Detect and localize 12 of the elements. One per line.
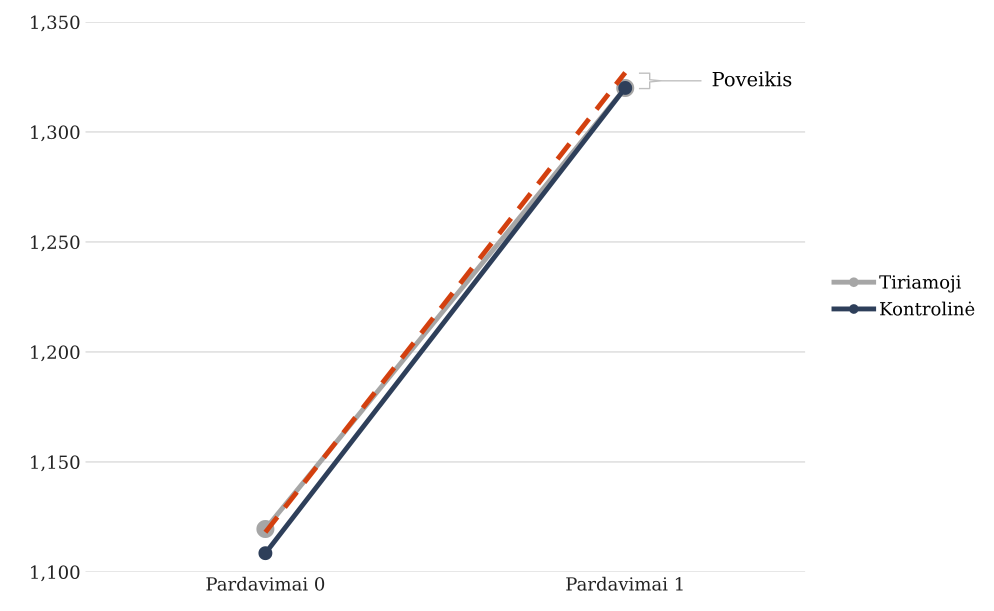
y-tick-label: 1,350 — [31, 15, 80, 32]
y-tick-label: 1,250 — [31, 235, 80, 252]
y-tick-label: 1,100 — [31, 565, 80, 582]
x-tick-label: Pardavimai 0 — [206, 576, 324, 591]
legend-label: Kontrolinė — [880, 301, 974, 316]
y-tick-label: 1,150 — [31, 455, 80, 472]
legend-label: Tiriamoji — [879, 275, 962, 293]
y-tick-label: 1,200 — [31, 345, 80, 362]
y-tick-label: 1,300 — [31, 125, 80, 142]
x-tick-label: Pardavimai 1 — [566, 576, 683, 591]
annotation: Poveikis — [712, 71, 792, 86]
point — [258, 546, 272, 560]
